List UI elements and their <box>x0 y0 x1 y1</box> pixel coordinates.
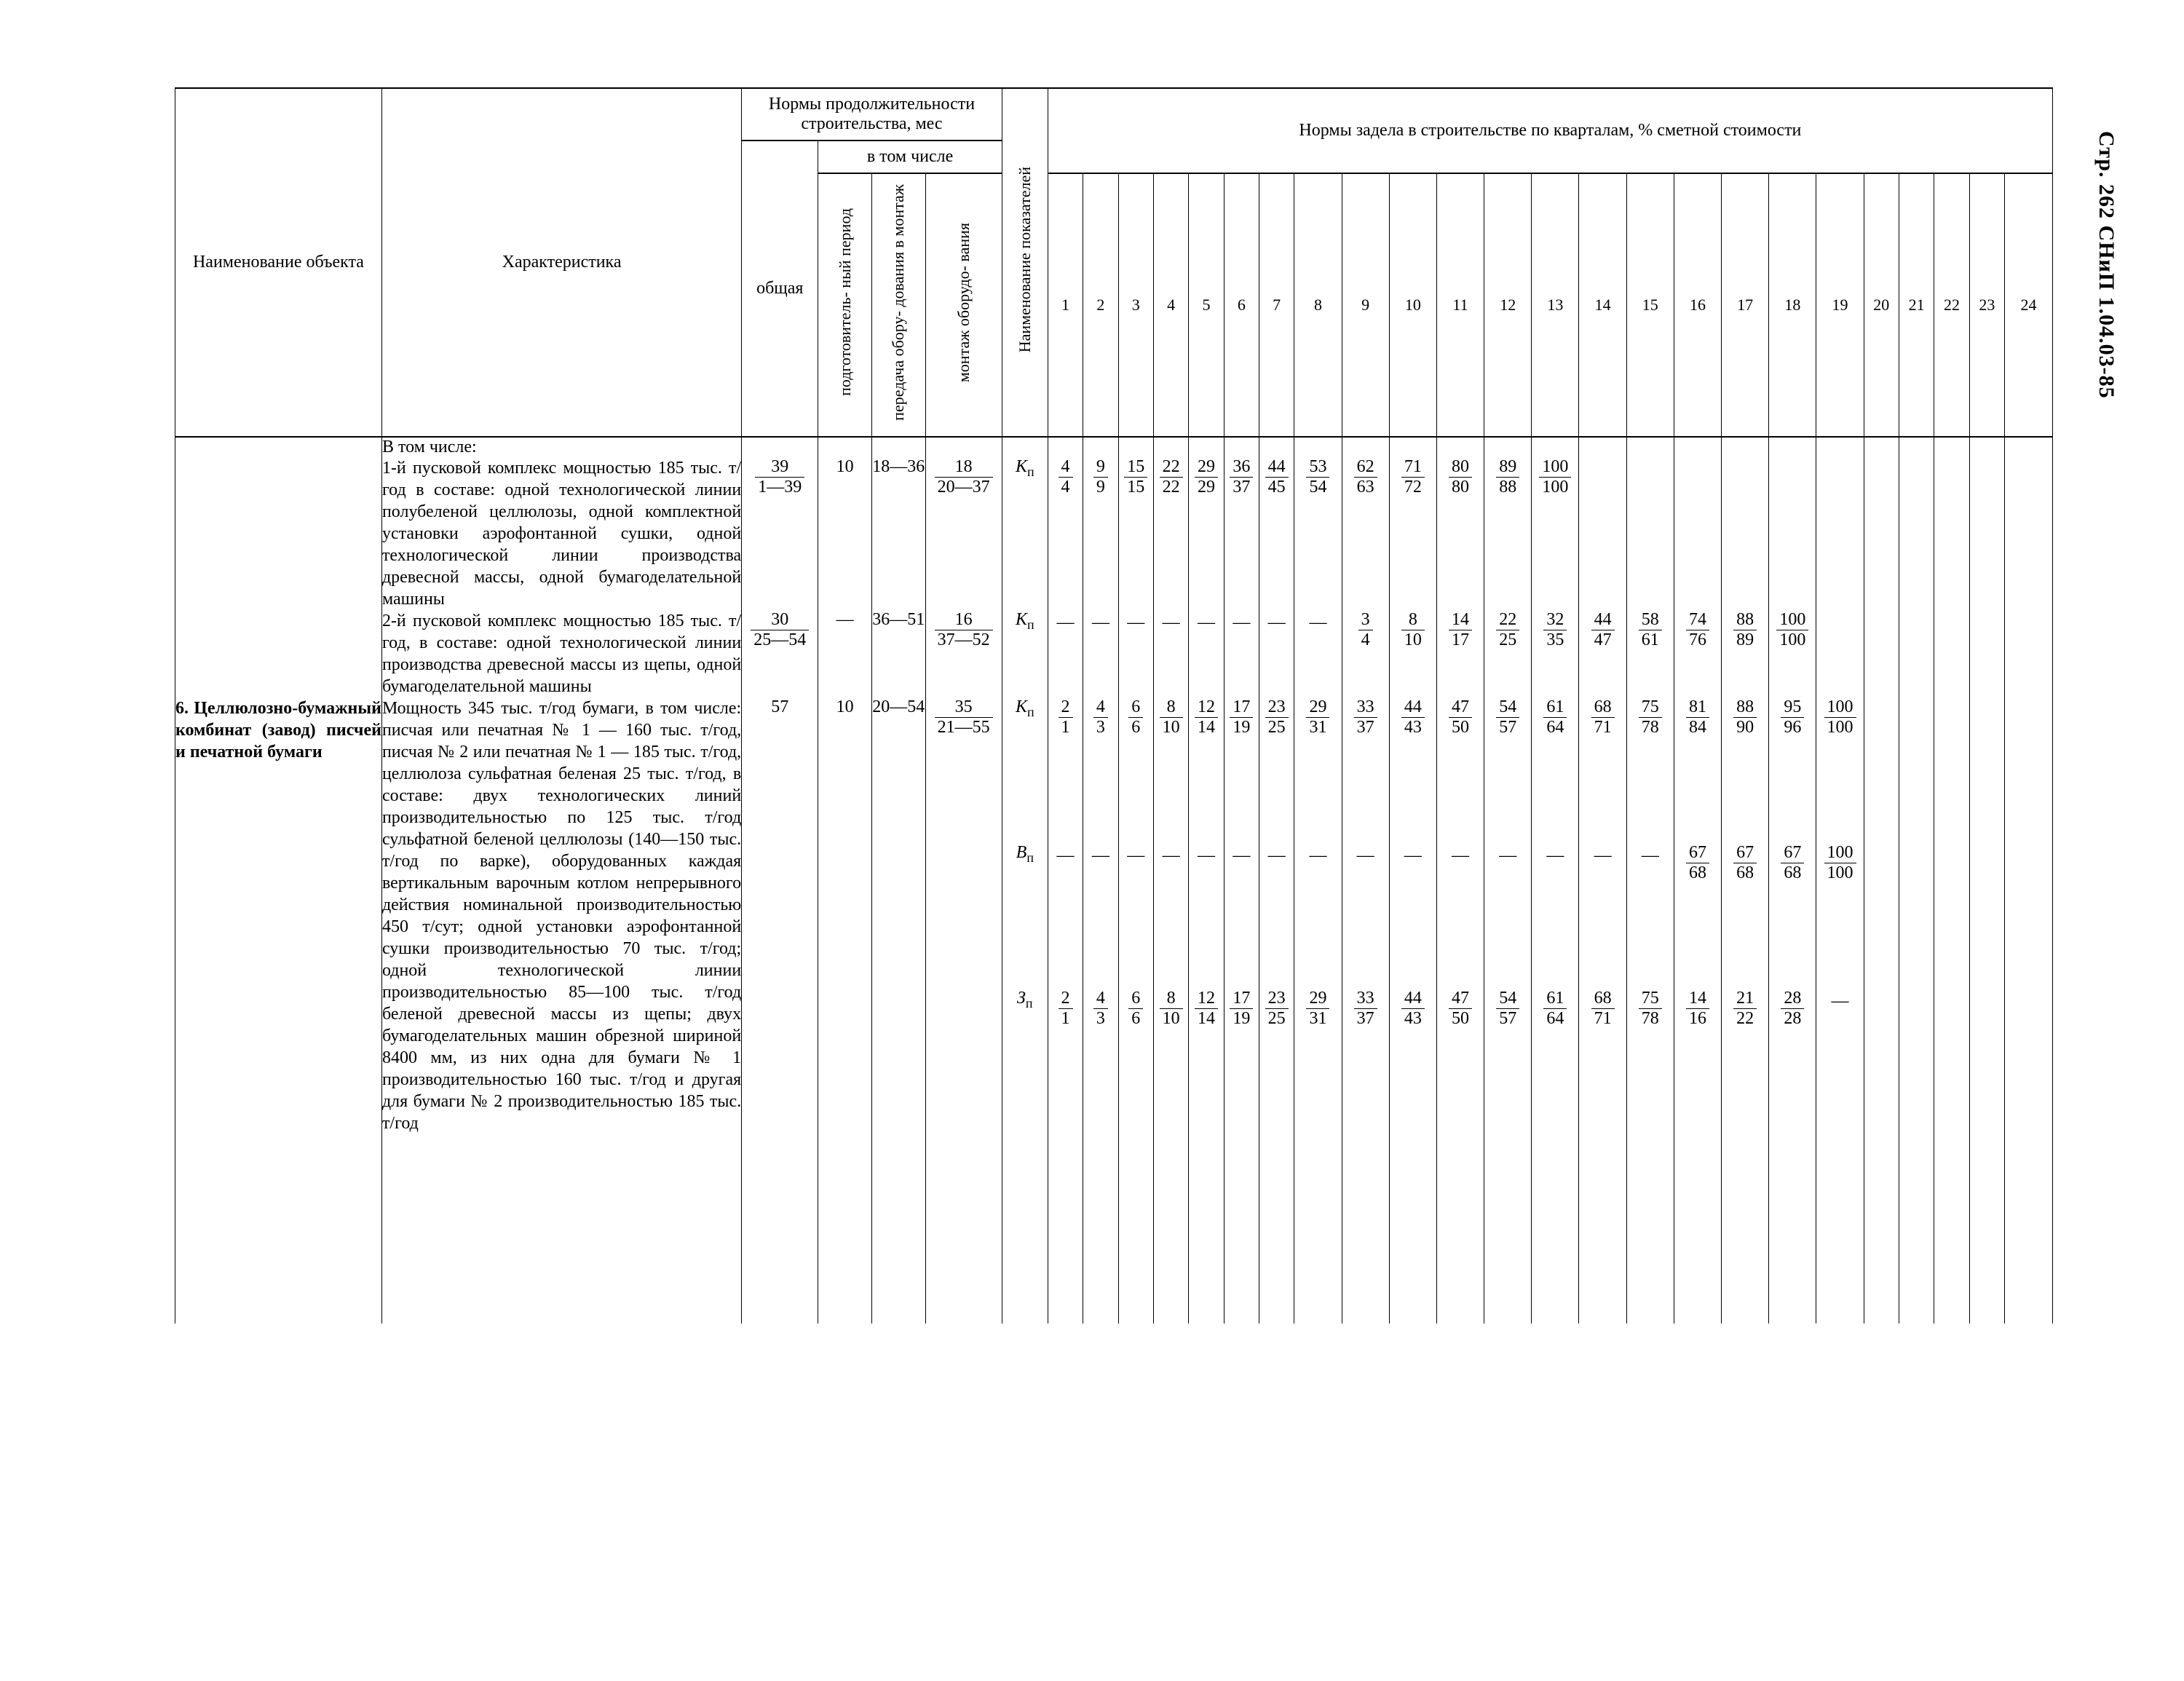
quarter-col-2: 2 <box>1083 173 1118 437</box>
col-indicator: Наименование показателей <box>1002 88 1048 437</box>
table-row: 1-й пусковой комплекс мощностью 185 тыс.… <box>175 457 2053 610</box>
object-cell <box>175 437 382 457</box>
table-row: 6. Целлюлозно-бумажный комбинат (завод) … <box>175 697 2053 843</box>
col-norms-group: Нормы продолжительности строительства, м… <box>742 88 1002 141</box>
quarter-col-23: 23 <box>1969 173 2004 437</box>
quarter-col-15: 15 <box>1626 173 1674 437</box>
quarter-col-16: 16 <box>1674 173 1721 437</box>
filler-row <box>175 1134 2053 1324</box>
col-prep: подготовитель- ный период <box>818 173 872 437</box>
col-including: в том числе <box>818 141 1002 173</box>
quarter-col-13: 13 <box>1532 173 1579 437</box>
quarter-col-5: 5 <box>1189 173 1224 437</box>
char-cell: 2-й пусковой комплекс мощностью 185 тыс.… <box>381 610 741 697</box>
page: Стр. 262 СНиП 1.04.03-85 Наименование об… <box>0 0 2184 1681</box>
col-char: Характеристика <box>381 88 741 437</box>
intro-cell: В том числе: <box>381 437 741 457</box>
quarter-col-19: 19 <box>1816 173 1864 437</box>
char-cell: Мощность 345 тыс. т/год бумаги, в том чи… <box>381 697 741 1134</box>
quarter-col-3: 3 <box>1118 173 1153 437</box>
quarter-col-6: 6 <box>1224 173 1259 437</box>
quarter-col-21: 21 <box>1899 173 1934 437</box>
quarter-col-8: 8 <box>1294 173 1342 437</box>
col-total: общая <box>742 141 818 437</box>
col-object: Наименование объекта <box>175 88 382 437</box>
quarter-col-1: 1 <box>1048 173 1083 437</box>
quarter-col-12: 12 <box>1484 173 1532 437</box>
quarter-col-17: 17 <box>1722 173 1769 437</box>
table-body: В том числе:1-й пусковой комплекс мощнос… <box>175 437 2053 1324</box>
quarter-col-7: 7 <box>1259 173 1294 437</box>
col-mount: монтаж оборудо- вания <box>925 173 1002 437</box>
quarter-col-14: 14 <box>1579 173 1626 437</box>
quarter-col-11: 11 <box>1436 173 1484 437</box>
char-cell: 1-й пусковой комплекс мощностью 185 тыс.… <box>381 457 741 610</box>
quarter-col-20: 20 <box>1864 173 1899 437</box>
table-header: Наименование объекта Характеристика Норм… <box>175 88 2053 437</box>
quarter-col-22: 22 <box>1934 173 1969 437</box>
quarter-col-9: 9 <box>1342 173 1389 437</box>
col-transfer: передача обору- дования в монтаж <box>871 173 925 437</box>
quarter-col-18: 18 <box>1769 173 1816 437</box>
object-cell: 6. Целлюлозно-бумажный комбинат (завод) … <box>175 697 382 1134</box>
quarter-col-4: 4 <box>1153 173 1188 437</box>
quarter-col-10: 10 <box>1389 173 1436 437</box>
table-row: 2-й пусковой комплекс мощностью 185 тыс.… <box>175 610 2053 697</box>
page-header: Стр. 262 СНиП 1.04.03-85 <box>2094 131 2118 399</box>
norms-table: Наименование объекта Характеристика Норм… <box>175 87 2053 1324</box>
col-backlog: Нормы задела в строительстве по квартала… <box>1048 88 2052 173</box>
quarter-col-24: 24 <box>2005 173 2053 437</box>
